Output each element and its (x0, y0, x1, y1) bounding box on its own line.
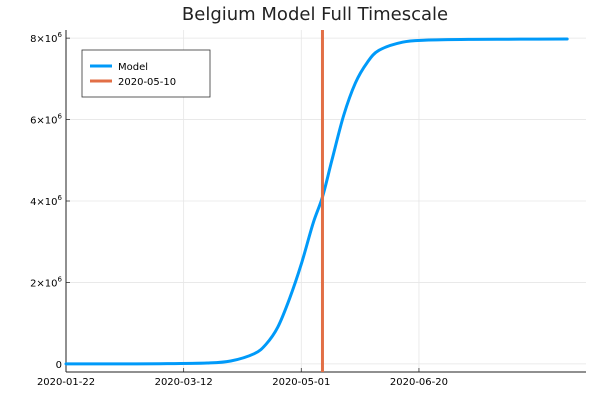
legend-label: 2020-05-10 (118, 77, 176, 88)
series-layer (64, 30, 569, 372)
legend-box (81, 49, 211, 98)
x-tick-label: 2020-05-01 (272, 377, 330, 388)
y-tick-label: 8×106 (30, 31, 62, 45)
x-tick-label: 2020-06-20 (390, 377, 448, 388)
legend: Model 2020-05-10 (81, 49, 211, 98)
y-tick-label: 4×106 (30, 194, 62, 208)
chart-title: Belgium Model Full Timescale (182, 4, 448, 25)
legend-label: Model (118, 62, 148, 73)
series-line-model (64, 37, 569, 366)
y-tick-label: 2×106 (30, 275, 62, 289)
y-tick-label: 0 (56, 360, 62, 371)
x-tick-label: 2020-01-22 (37, 377, 95, 388)
tick-labels: 2020-01-22 2020-03-12 2020-05-01 2020-06-20… (30, 31, 448, 388)
y-tick-label: 6×106 (30, 113, 62, 127)
x-tick-label: 2020-03-12 (155, 377, 213, 388)
